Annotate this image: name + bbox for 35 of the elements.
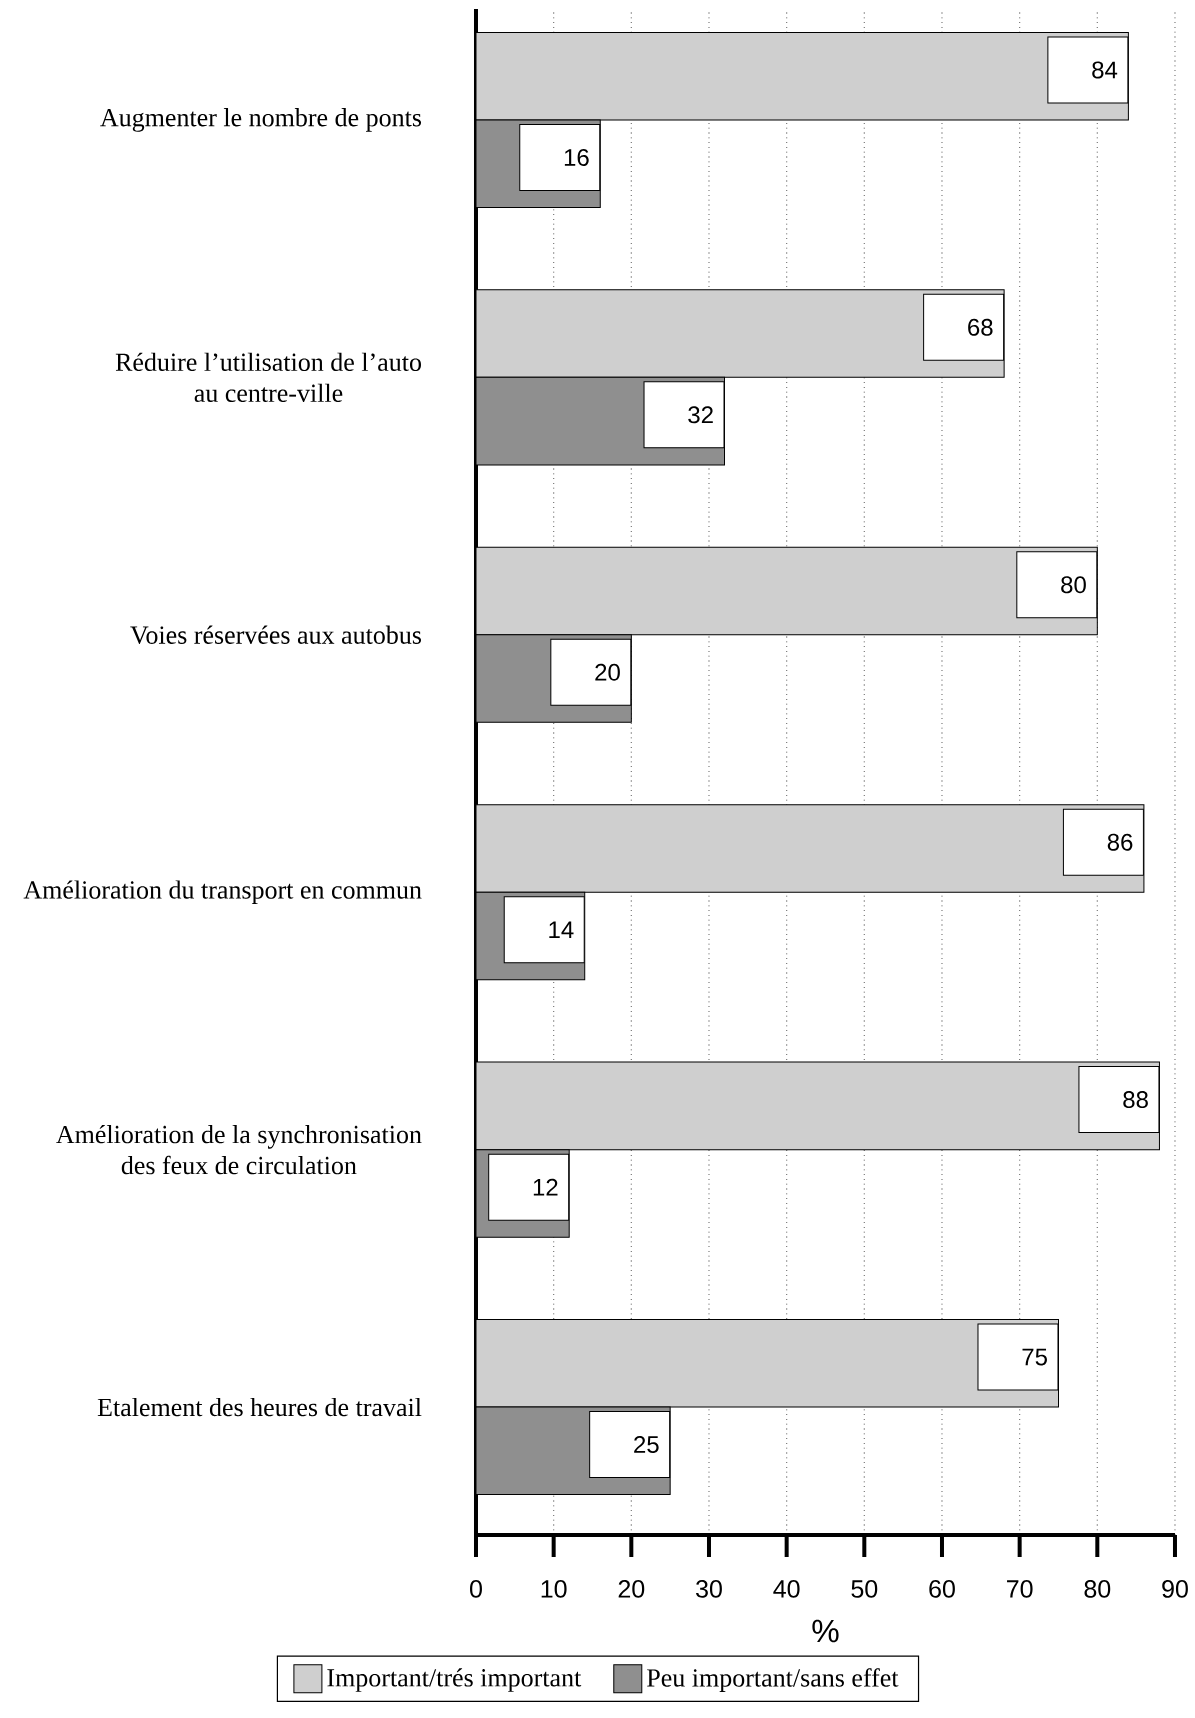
data-label: 25 bbox=[634, 1436, 659, 1454]
x-tick-label: 50 bbox=[851, 1580, 878, 1598]
data-label: 88 bbox=[1123, 1091, 1148, 1109]
x-tick-label: 80 bbox=[1084, 1580, 1111, 1598]
y-tick-label: Augmenter le nombre de ponts bbox=[100, 108, 422, 132]
x-tick-label: 70 bbox=[1007, 1580, 1033, 1598]
data-label: 32 bbox=[688, 406, 713, 424]
data-label: 12 bbox=[533, 1178, 558, 1196]
bar bbox=[476, 546, 1098, 636]
x-tick-label: 60 bbox=[929, 1580, 955, 1598]
data-label: 20 bbox=[595, 663, 620, 681]
data-label: 80 bbox=[1061, 576, 1086, 594]
bar bbox=[476, 804, 1145, 893]
y-tick-label: Amélioration de la synchronisation des feux de circulation bbox=[56, 1124, 422, 1175]
x-tick-label: 10 bbox=[541, 1580, 567, 1598]
x-tick-label: 90 bbox=[1162, 1580, 1188, 1598]
bar bbox=[476, 31, 1129, 121]
x-axis-title: % bbox=[812, 1619, 839, 1643]
legend-label: Important/trés important bbox=[327, 1668, 582, 1692]
x-tick-label: 0 bbox=[470, 1580, 482, 1598]
data-label: 84 bbox=[1092, 61, 1118, 79]
data-label: 14 bbox=[549, 921, 574, 938]
x-tick-label: 30 bbox=[696, 1580, 722, 1598]
data-label: 75 bbox=[1022, 1348, 1047, 1366]
bar bbox=[476, 1061, 1160, 1151]
data-label: 68 bbox=[968, 318, 993, 336]
legend-label: Peu important/sans effet bbox=[647, 1668, 899, 1692]
x-tick-label: 40 bbox=[773, 1580, 800, 1598]
y-tick-label: Voies réservées aux autobus bbox=[130, 625, 422, 645]
data-label: 86 bbox=[1107, 833, 1133, 851]
y-tick-label: Réduire l’utilisation de l’auto au centre-ville bbox=[115, 352, 421, 403]
x-tick-label: 20 bbox=[618, 1580, 645, 1598]
y-tick-label: Etalement des heures de travail bbox=[97, 1397, 422, 1417]
y-tick-label: Amélioration du transport en commun bbox=[23, 880, 422, 904]
data-label: 16 bbox=[564, 148, 589, 166]
